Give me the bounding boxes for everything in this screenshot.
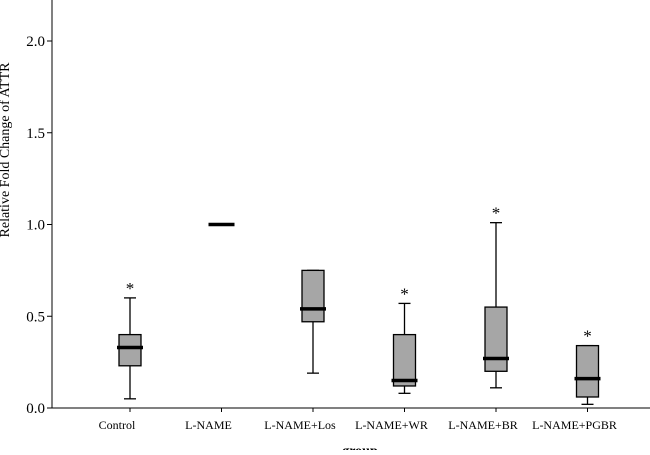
box-l-name-pgbr: * — [574, 327, 601, 405]
y-tick-label: 1.5 — [26, 126, 45, 142]
box-control: * — [117, 279, 143, 400]
x-category-label: L-NAME+Los — [264, 418, 336, 432]
significance-star: * — [126, 279, 135, 298]
box-l-name-wr: * — [391, 284, 418, 394]
x-category-label: Control — [99, 418, 136, 432]
significance-star: * — [583, 327, 592, 346]
y-tick-label: 0.0 — [26, 401, 45, 417]
box-l-name-br: * — [483, 204, 509, 389]
x-category-label: L-NAME+PGBR — [532, 418, 617, 432]
y-axis-title: Relative Fold Change of ATTR — [0, 62, 13, 238]
y-tick-label: 2.0 — [26, 34, 45, 50]
box-l-name-los — [300, 269, 326, 374]
x-axis: Control L-NAME L-NAME+Los L-NAME+WR L-NAME+B… — [52, 407, 650, 432]
x-axis-title: group — [342, 444, 378, 450]
x-category-label: L-NAME — [185, 418, 232, 432]
box-iqr — [118, 333, 142, 367]
y-tick-label: 0.5 — [26, 309, 45, 325]
significance-star: * — [400, 284, 409, 303]
box-iqr — [301, 269, 325, 323]
y-tick-label: 1.0 — [26, 218, 45, 234]
x-category-label: L-NAME+WR — [355, 418, 428, 432]
boxes: * * * * — [117, 204, 601, 405]
significance-star: * — [492, 204, 501, 223]
box-iqr — [484, 306, 508, 372]
x-category-label: L-NAME+BR — [448, 418, 517, 432]
y-axis: 0.0 0.5 1.0 1.5 2.0 — [26, 0, 53, 417]
box-iqr — [575, 344, 600, 398]
box-iqr — [392, 333, 417, 387]
